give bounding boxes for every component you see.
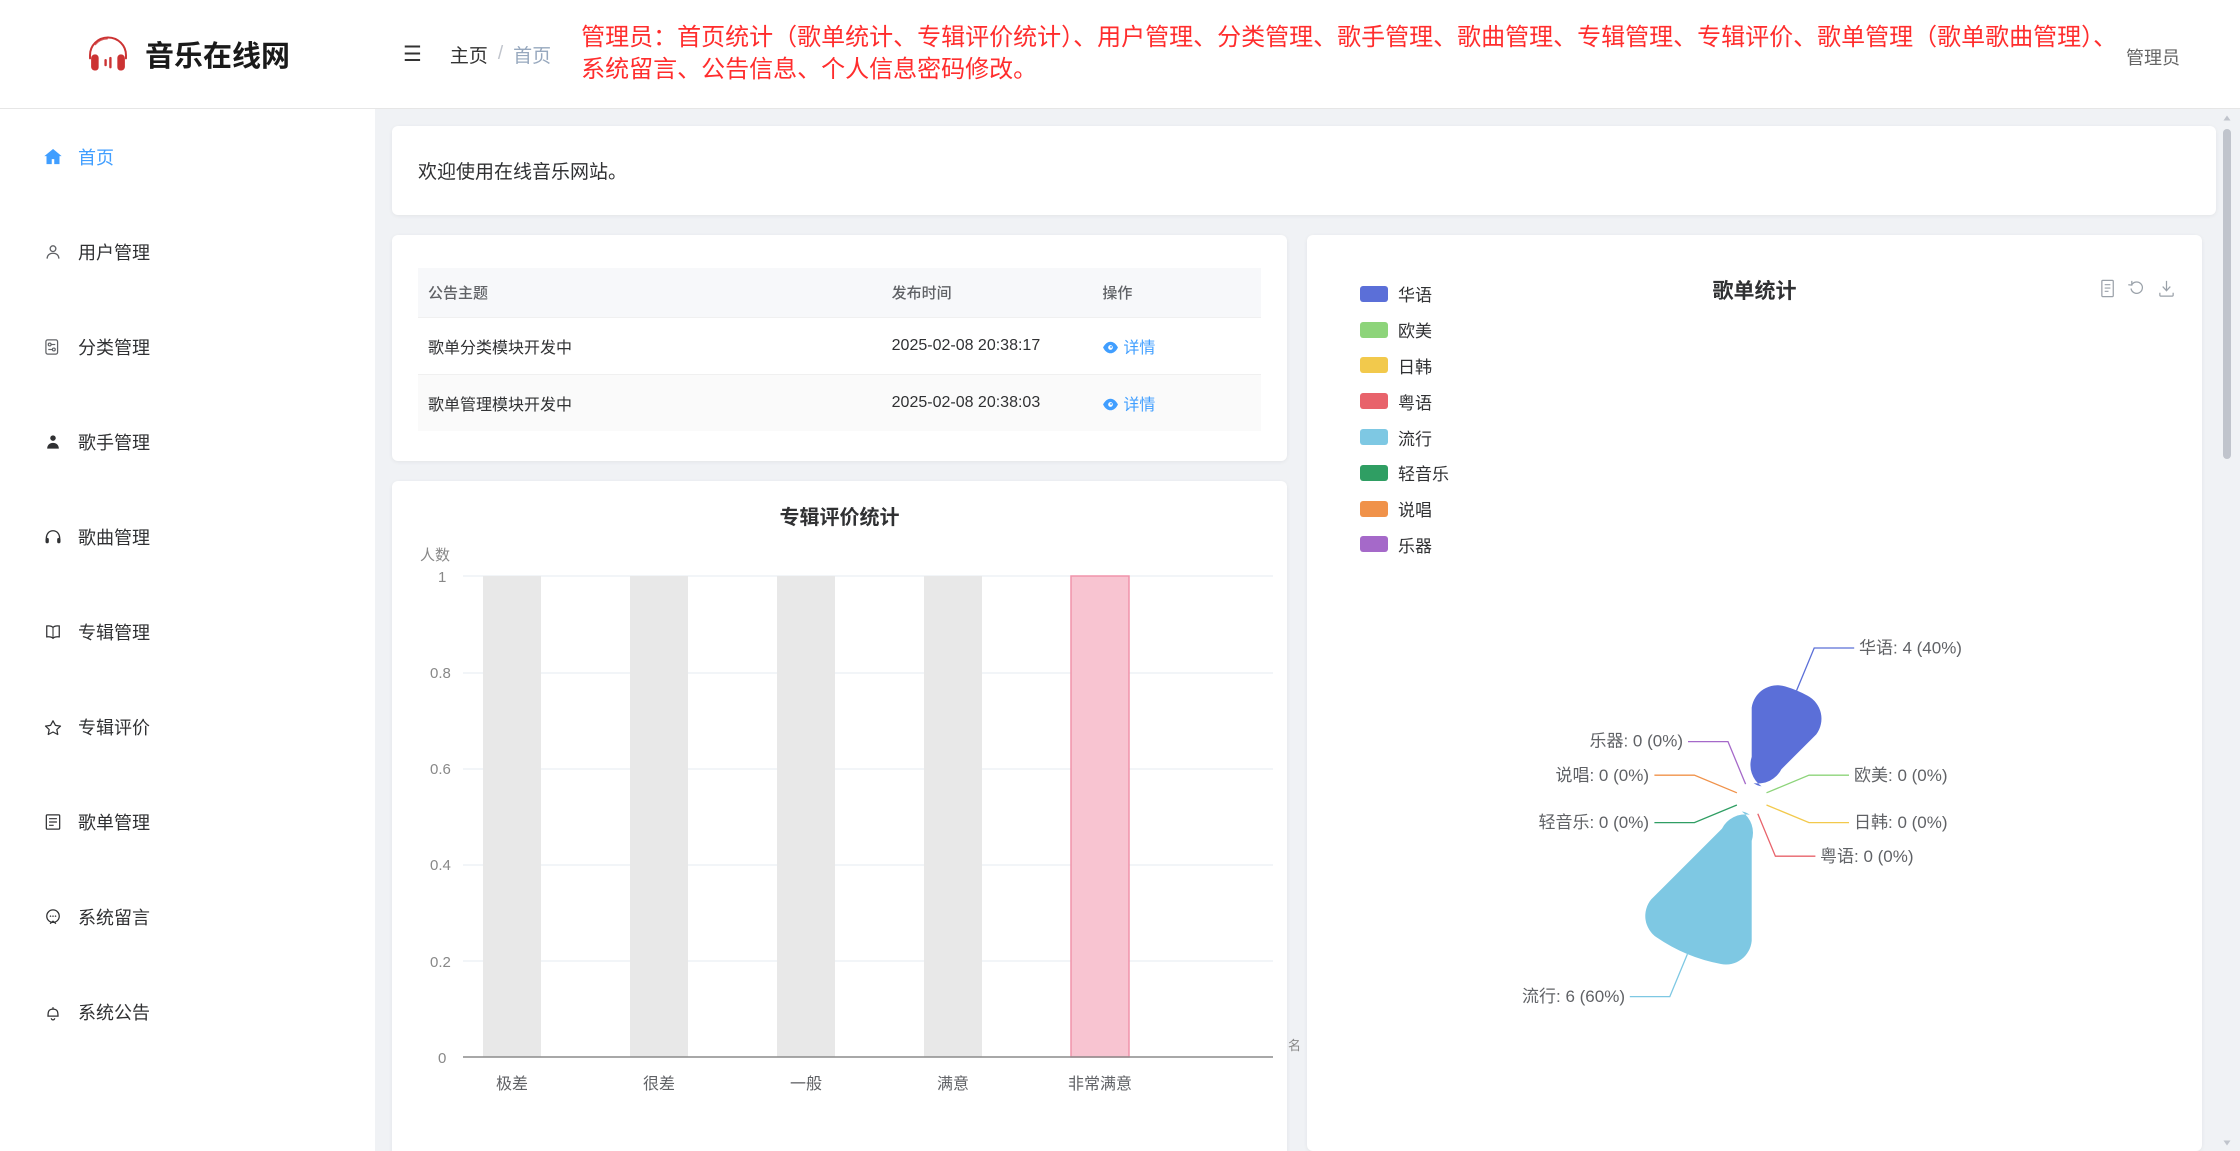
- svg-text:0.6: 0.6: [430, 761, 451, 778]
- svg-text:0.8: 0.8: [430, 665, 451, 682]
- svg-text:流行: 6 (60%): 流行: 6 (60%): [1522, 987, 1625, 1006]
- svg-text:0.4: 0.4: [430, 857, 451, 874]
- svg-text:乐器: 0 (0%): 乐器: 0 (0%): [1589, 732, 1683, 751]
- svg-text:轻音乐: 0 (0%): 轻音乐: 0 (0%): [1538, 813, 1649, 832]
- svg-text:0.2: 0.2: [430, 954, 451, 971]
- svg-text:名: 名: [1288, 1038, 1301, 1053]
- svg-text:人数: 人数: [420, 547, 450, 564]
- svg-text:非常满意: 非常满意: [1068, 1074, 1132, 1093]
- svg-text:一般: 一般: [790, 1075, 822, 1093]
- svg-text:说唱: 0 (0%): 说唱: 0 (0%): [1555, 766, 1649, 785]
- svg-text:华语: 4 (40%): 华语: 4 (40%): [1859, 639, 1962, 658]
- svg-text:欧美: 0 (0%): 欧美: 0 (0%): [1854, 766, 1948, 785]
- svg-text:日韩: 0 (0%): 日韩: 0 (0%): [1854, 813, 1948, 832]
- svg-text:很差: 很差: [643, 1075, 675, 1093]
- svg-text:粤语: 0 (0%): 粤语: 0 (0%): [1820, 847, 1914, 866]
- svg-text:满意: 满意: [937, 1074, 969, 1093]
- svg-text:极差: 极差: [496, 1075, 528, 1093]
- svg-text:1: 1: [438, 569, 446, 586]
- svg-text:0: 0: [438, 1050, 446, 1067]
